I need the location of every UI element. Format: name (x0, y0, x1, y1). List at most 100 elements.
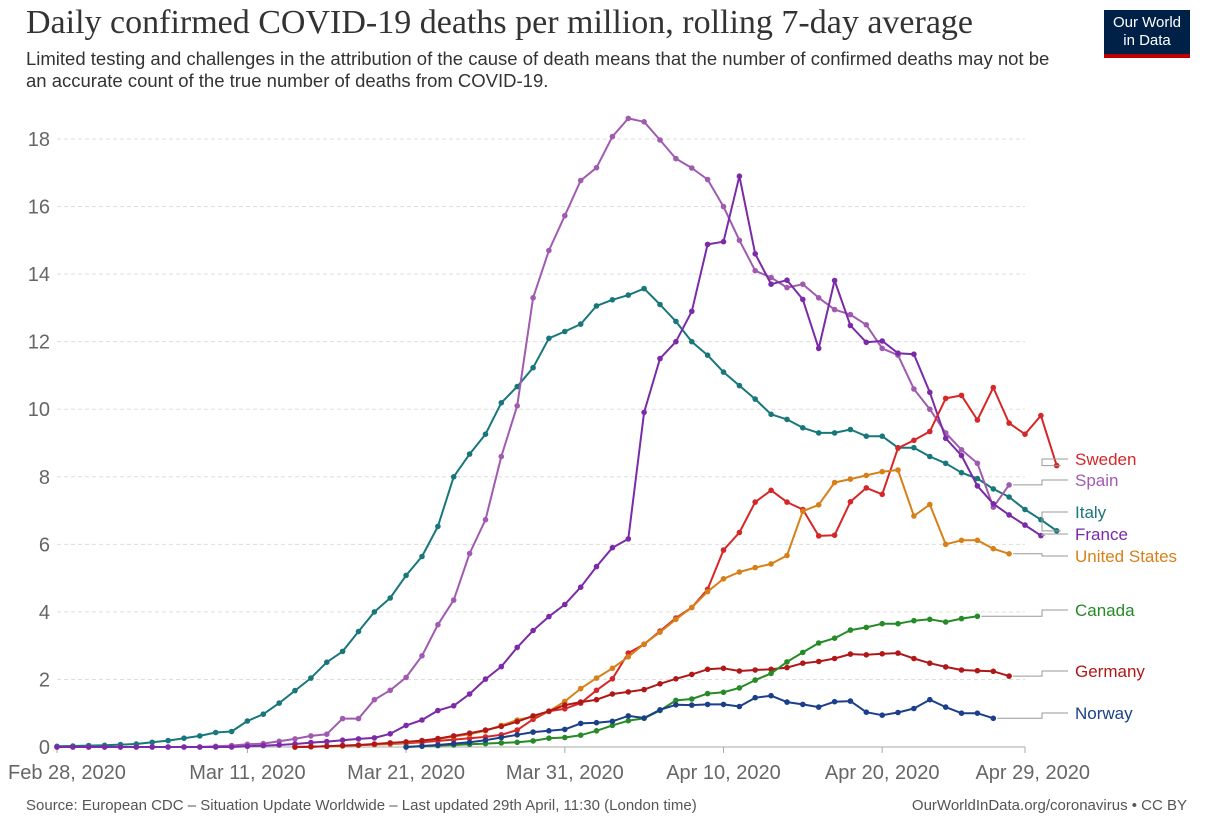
data-point[interactable] (1006, 512, 1012, 518)
data-point[interactable] (482, 431, 489, 438)
data-point[interactable] (879, 433, 885, 440)
data-point[interactable] (276, 742, 283, 748)
series-line-united-states[interactable] (294, 469, 1010, 748)
data-point[interactable] (720, 689, 727, 696)
data-point[interactable] (339, 742, 346, 749)
data-point[interactable] (403, 739, 409, 745)
data-point[interactable] (673, 702, 679, 708)
data-point[interactable] (181, 735, 187, 741)
data-point[interactable] (784, 699, 790, 705)
data-point[interactable] (403, 722, 409, 729)
data-point[interactable] (815, 430, 822, 436)
data-point[interactable] (641, 641, 647, 647)
data-point[interactable] (863, 624, 870, 631)
data-point[interactable] (942, 619, 949, 625)
owid-link[interactable]: OurWorldInData.org/coronavirus • CC BY (911, 797, 1187, 814)
data-point[interactable] (736, 685, 743, 691)
data-point[interactable] (435, 735, 441, 742)
data-point[interactable] (324, 738, 330, 745)
data-point[interactable] (292, 687, 298, 694)
data-point[interactable] (847, 627, 854, 633)
data-point[interactable] (752, 677, 758, 683)
data-point[interactable] (625, 654, 632, 660)
data-point[interactable] (863, 322, 870, 328)
data-point[interactable] (625, 689, 632, 695)
data-point[interactable] (689, 671, 695, 678)
legend-label-sweden[interactable]: Sweden (1075, 450, 1136, 469)
data-point[interactable] (800, 425, 806, 431)
data-point[interactable] (752, 667, 758, 673)
data-point[interactable] (435, 621, 441, 628)
data-point[interactable] (546, 708, 552, 714)
series-germany[interactable] (292, 650, 1012, 750)
data-point[interactable] (562, 212, 568, 219)
data-point[interactable] (927, 501, 933, 508)
data-point[interactable] (768, 281, 774, 288)
data-point[interactable] (657, 629, 663, 635)
data-point[interactable] (577, 584, 584, 590)
data-point[interactable] (450, 733, 457, 739)
data-point[interactable] (324, 659, 330, 665)
data-point[interactable] (815, 640, 822, 646)
data-point[interactable] (498, 400, 505, 406)
data-point[interactable] (895, 650, 901, 656)
data-point[interactable] (165, 737, 171, 744)
data-point[interactable] (609, 722, 616, 729)
data-point[interactable] (911, 386, 917, 392)
data-point[interactable] (609, 718, 616, 725)
data-point[interactable] (784, 284, 790, 291)
data-point[interactable] (165, 744, 171, 750)
data-point[interactable] (784, 277, 790, 284)
data-point[interactable] (466, 739, 473, 746)
data-point[interactable] (720, 665, 727, 672)
data-point[interactable] (958, 392, 965, 399)
data-point[interactable] (482, 737, 489, 743)
data-point[interactable] (450, 474, 457, 480)
data-point[interactable] (831, 532, 838, 538)
data-point[interactable] (466, 691, 473, 697)
data-point[interactable] (530, 627, 536, 634)
data-point[interactable] (958, 452, 965, 459)
data-point[interactable] (593, 675, 600, 681)
data-point[interactable] (466, 730, 473, 736)
data-point[interactable] (1038, 516, 1044, 523)
data-point[interactable] (831, 655, 838, 662)
data-point[interactable] (784, 416, 790, 423)
data-point[interactable] (942, 541, 949, 548)
data-point[interactable] (562, 601, 568, 608)
data-point[interactable] (260, 711, 267, 717)
data-point[interactable] (720, 576, 727, 582)
data-point[interactable] (863, 652, 870, 658)
data-point[interactable] (197, 744, 203, 750)
data-point[interactable] (482, 727, 489, 733)
data-point[interactable] (974, 475, 981, 482)
data-point[interactable] (895, 445, 901, 451)
data-point[interactable] (974, 667, 981, 674)
data-point[interactable] (736, 703, 743, 710)
data-point[interactable] (435, 707, 441, 714)
data-point[interactable] (641, 715, 647, 721)
data-point[interactable] (212, 744, 219, 750)
data-point[interactable] (577, 720, 584, 727)
data-point[interactable] (800, 701, 806, 708)
data-point[interactable] (609, 665, 616, 672)
data-point[interactable] (815, 533, 822, 539)
data-point[interactable] (768, 561, 774, 567)
data-point[interactable] (800, 660, 806, 666)
data-point[interactable] (641, 409, 647, 416)
data-point[interactable] (927, 453, 933, 460)
data-point[interactable] (879, 468, 885, 475)
data-point[interactable] (339, 715, 346, 722)
data-point[interactable] (419, 737, 425, 744)
data-point[interactable] (927, 616, 933, 623)
data-point[interactable] (879, 651, 885, 657)
data-point[interactable] (593, 164, 600, 171)
data-point[interactable] (768, 411, 774, 418)
data-point[interactable] (498, 663, 505, 670)
data-point[interactable] (831, 635, 838, 641)
data-point[interactable] (355, 715, 362, 722)
data-point[interactable] (419, 717, 425, 723)
data-point[interactable] (720, 203, 727, 210)
data-point[interactable] (593, 303, 600, 309)
series-line-norway[interactable] (406, 694, 994, 748)
